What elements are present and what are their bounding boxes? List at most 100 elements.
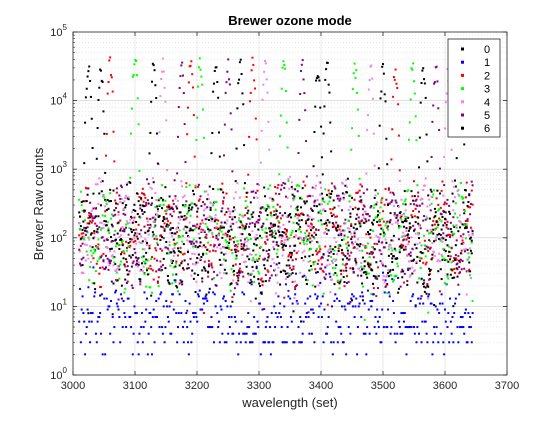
- data-point: [115, 202, 118, 205]
- data-point: [350, 223, 353, 226]
- data-point: [226, 235, 229, 238]
- data-point: [237, 243, 240, 246]
- data-point: [461, 239, 464, 242]
- data-point: [371, 229, 374, 232]
- data-point: [79, 341, 82, 344]
- data-point: [333, 299, 336, 302]
- data-point: [206, 248, 209, 251]
- data-point: [381, 262, 384, 265]
- data-point: [464, 209, 467, 212]
- data-point: [312, 261, 315, 264]
- data-point: [395, 216, 398, 219]
- data-point: [257, 278, 260, 281]
- data-point: [362, 216, 365, 219]
- data-point: [450, 246, 453, 249]
- data-point: [205, 293, 208, 296]
- data-point: [127, 196, 130, 199]
- data-point: [209, 206, 212, 209]
- data-point: [164, 326, 167, 329]
- data-point: [332, 273, 335, 276]
- data-point: [240, 72, 243, 75]
- data-point: [79, 250, 82, 253]
- data-point: [317, 211, 320, 214]
- data-point: [236, 272, 239, 275]
- data-point: [227, 58, 230, 61]
- data-point: [266, 269, 269, 272]
- data-point: [471, 184, 474, 187]
- data-point: [307, 260, 310, 263]
- data-point: [284, 270, 287, 273]
- data-point: [142, 255, 145, 258]
- data-point: [311, 194, 314, 197]
- data-point: [305, 316, 308, 319]
- data-point: [116, 232, 119, 235]
- data-point: [411, 266, 414, 269]
- data-point: [366, 213, 369, 216]
- data-point: [308, 232, 311, 235]
- data-point: [181, 253, 184, 256]
- data-point: [127, 233, 130, 236]
- data-point: [262, 222, 265, 225]
- data-point: [392, 205, 395, 208]
- data-point: [327, 316, 330, 319]
- data-point: [261, 280, 264, 283]
- data-point: [427, 194, 430, 197]
- data-point: [84, 200, 87, 203]
- data-point: [351, 241, 354, 244]
- data-point: [137, 123, 140, 126]
- data-point: [228, 229, 231, 232]
- data-point: [380, 341, 383, 344]
- data-point: [341, 239, 344, 242]
- data-point: [150, 100, 153, 103]
- data-point: [320, 186, 323, 189]
- data-point: [206, 226, 209, 229]
- data-point: [384, 265, 387, 268]
- data-point: [264, 227, 267, 230]
- data-point: [471, 299, 474, 302]
- data-point: [295, 299, 298, 302]
- data-point: [83, 236, 86, 239]
- data-point: [332, 258, 335, 261]
- data-point: [91, 219, 94, 222]
- data-point: [150, 258, 153, 261]
- data-point: [211, 278, 214, 281]
- data-point: [463, 143, 466, 146]
- data-point: [135, 242, 138, 245]
- data-point: [297, 228, 300, 231]
- data-point: [329, 208, 332, 211]
- data-point: [96, 228, 99, 231]
- data-point: [391, 249, 394, 252]
- data-point: [387, 291, 390, 294]
- data-point: [424, 96, 427, 99]
- data-point: [102, 110, 105, 113]
- data-point: [431, 241, 434, 244]
- data-point: [156, 213, 159, 216]
- data-point: [296, 209, 299, 212]
- data-point: [210, 216, 213, 219]
- data-point: [254, 238, 257, 241]
- data-point: [156, 208, 159, 211]
- data-point: [243, 214, 246, 217]
- data-point: [409, 274, 412, 277]
- data-point: [108, 264, 111, 267]
- data-point: [341, 252, 344, 255]
- data-point: [134, 251, 137, 254]
- data-point: [202, 201, 205, 204]
- data-point: [78, 211, 81, 214]
- data-point: [162, 203, 165, 206]
- data-point: [379, 97, 382, 100]
- data-point: [293, 197, 296, 200]
- data-point: [334, 245, 337, 248]
- data-point: [274, 312, 277, 315]
- data-point: [345, 353, 348, 356]
- data-point: [176, 247, 179, 250]
- data-point: [214, 305, 217, 308]
- data-point: [231, 300, 234, 303]
- data-point: [367, 219, 370, 222]
- data-point: [235, 221, 238, 224]
- data-point: [436, 308, 439, 311]
- data-point: [269, 277, 272, 280]
- data-point: [368, 252, 371, 255]
- data-point: [344, 255, 347, 258]
- data-point: [83, 320, 86, 323]
